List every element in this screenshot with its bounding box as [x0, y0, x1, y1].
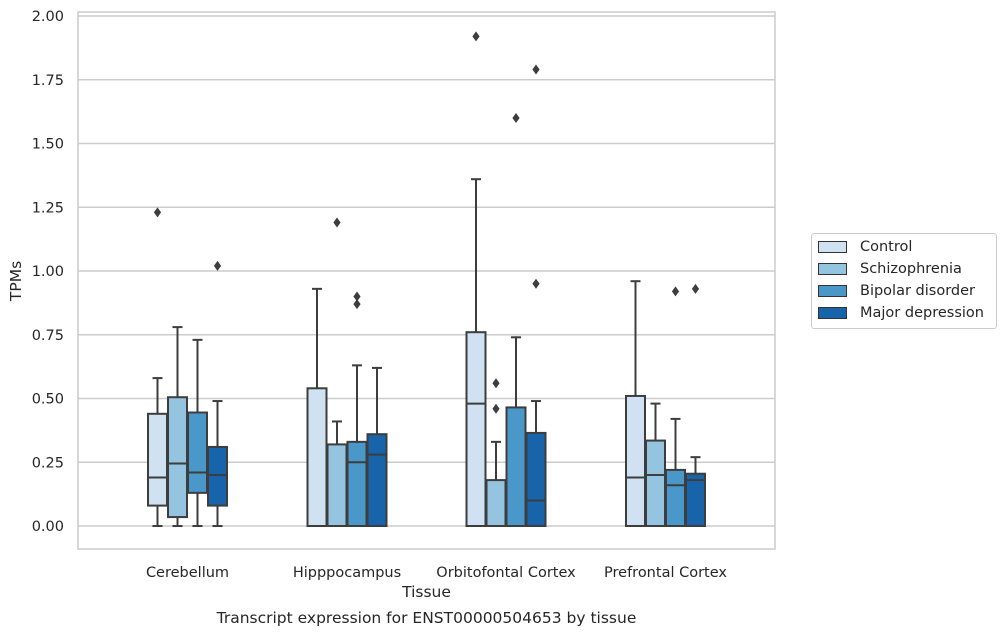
box-major-depression-orbitofontal-cortex	[525, 64, 547, 527]
legend-item-major-depression: Major depression	[818, 303, 984, 323]
box-schizophrenia-orbitofontal-cortex	[485, 378, 507, 528]
y-axis-title: TPMs	[7, 261, 25, 302]
box-iqr	[366, 433, 388, 528]
legend-swatch-control	[818, 241, 847, 253]
outlier-point	[532, 64, 540, 75]
box-iqr	[625, 394, 646, 528]
outlier-point	[353, 299, 361, 310]
box-bipolar-disorder-hipppocampus	[346, 291, 368, 528]
x-tick-label: Orbitofontal Cortex	[436, 565, 576, 581]
outlier-point	[512, 113, 520, 123]
box-iqr	[207, 445, 228, 507]
box-marks	[147, 31, 706, 528]
y-tick-label: 1.00	[32, 264, 64, 280]
x-tick-label: Hipppocampus	[293, 565, 401, 581]
chart-caption: Transcript expression for ENST0000050465…	[216, 609, 637, 627]
y-tick-label: 1.50	[32, 137, 64, 153]
box-iqr	[665, 468, 686, 527]
x-tick-label: Cerebellum	[146, 565, 229, 581]
y-tick-label: 1.25	[32, 200, 64, 216]
y-tick-label: 1.75	[32, 73, 64, 89]
outlier-point	[691, 283, 700, 294]
legend-label-bipolar-disorder: Bipolar disorder	[860, 283, 975, 299]
y-tick-label: 0.50	[32, 392, 64, 408]
legend-swatch-bipolar-disorder	[818, 285, 847, 297]
box-iqr	[525, 431, 547, 527]
outlier-point	[492, 378, 500, 389]
box-iqr	[505, 406, 527, 527]
legend-swatch-schizophrenia	[818, 263, 847, 275]
outlier-point	[532, 278, 540, 289]
box-control-cerebellum	[147, 207, 168, 527]
outlier-point	[213, 260, 222, 271]
box-bipolar-disorder-cerebellum	[187, 338, 208, 527]
box-major-depression-prefrontal-cortex	[685, 283, 706, 528]
plot-area-frame	[77, 11, 776, 550]
outlier-point	[353, 291, 361, 302]
outlier-point	[333, 217, 341, 228]
y-tick-label: 0.00	[32, 519, 64, 535]
legend-item-control: Control	[818, 237, 912, 257]
box-iqr	[485, 479, 507, 528]
legend-item-bipolar-disorder: Bipolar disorder	[818, 281, 975, 301]
outlier-point	[671, 286, 680, 297]
box-bipolar-disorder-orbitofontal-cortex	[505, 113, 527, 527]
x-tick-labels: Cerebellum Hipppocampus Orbitofontal Corte…	[146, 565, 727, 581]
y-tick-labels: 0.00 0.25 0.50 0.75 1.00 1.25 1.50 1.75 2.00	[32, 9, 64, 535]
box-major-depression-hipppocampus	[366, 366, 388, 528]
legend-label-control: Control	[860, 239, 913, 255]
y-tick-label: 0.75	[32, 328, 64, 344]
box-bipolar-disorder-prefrontal-cortex	[665, 286, 686, 527]
x-axis-title: Tissue	[401, 583, 451, 601]
box-control-orbitofontal-cortex	[465, 31, 487, 528]
box-schizophrenia-prefrontal-cortex	[645, 402, 666, 528]
legend-swatch-major-depression	[818, 307, 847, 319]
box-schizophrenia-hipppocampus	[326, 217, 348, 527]
box-major-depression-cerebellum	[207, 260, 228, 527]
y-tick-label: 0.25	[32, 455, 64, 471]
box-iqr	[685, 472, 706, 528]
box-iqr	[645, 439, 666, 528]
box-iqr	[147, 412, 168, 507]
legend-label-major-depression: Major depression	[860, 305, 984, 321]
box-iqr	[346, 440, 368, 528]
box-iqr	[306, 387, 328, 527]
y-tick-label: 2.00	[32, 9, 64, 25]
box-iqr	[465, 331, 487, 528]
legend: Control Schizophrenia Bipolar disorder M…	[811, 233, 997, 329]
outlier-point	[153, 207, 162, 218]
legend-item-schizophrenia: Schizophrenia	[818, 259, 962, 279]
outlier-point	[492, 403, 500, 414]
x-tick-label: Prefrontal Cortex	[604, 565, 727, 581]
box-control-hipppocampus	[306, 287, 328, 527]
box-control-prefrontal-cortex	[625, 280, 646, 528]
box-iqr	[167, 396, 188, 519]
box-schizophrenia-cerebellum	[167, 326, 188, 527]
outlier-point	[472, 31, 480, 42]
legend-label-schizophrenia: Schizophrenia	[860, 261, 962, 277]
box-iqr	[326, 443, 348, 527]
box-iqr	[187, 411, 208, 494]
